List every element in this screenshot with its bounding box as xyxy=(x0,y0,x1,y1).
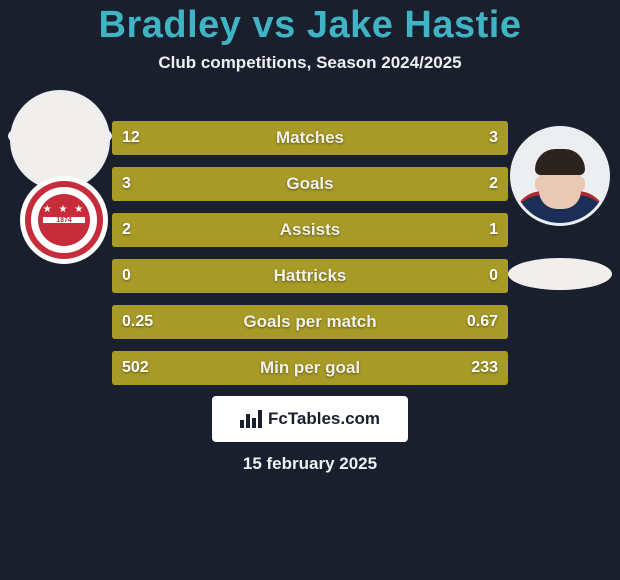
stat-label: Matches xyxy=(112,128,508,148)
avatar-hair xyxy=(535,149,585,175)
stat-label: Min per goal xyxy=(112,358,508,378)
stat-row: 0.25Goals per match0.67 xyxy=(112,305,508,339)
stat-row: 0Hattricks0 xyxy=(112,259,508,293)
stat-value-right: 233 xyxy=(471,359,498,377)
stat-value-right: 0.67 xyxy=(467,313,498,331)
player-left-avatar xyxy=(10,90,110,190)
stat-value-right: 1 xyxy=(489,221,498,239)
brand-icon xyxy=(240,410,262,428)
brand-text: FcTables.com xyxy=(268,409,380,429)
stat-row: 12Matches3 xyxy=(112,121,508,155)
stat-row: 3Goals2 xyxy=(112,167,508,201)
club-badge-left: ★ ★ ★ 1874 xyxy=(20,176,108,264)
stat-label: Goals per match xyxy=(112,312,508,332)
stats-column: 12Matches33Goals22Assists10Hattricks00.2… xyxy=(112,121,508,397)
stat-value-right: 2 xyxy=(489,175,498,193)
stat-label: Assists xyxy=(112,220,508,240)
stat-value-right: 3 xyxy=(489,129,498,147)
player-right-shadow xyxy=(508,258,612,290)
stat-row: 2Assists1 xyxy=(112,213,508,247)
club-badge-ring: ★ ★ ★ 1874 xyxy=(25,181,103,259)
club-badge-inner: ★ ★ ★ 1874 xyxy=(38,194,90,246)
subtitle: Club competitions, Season 2024/2025 xyxy=(0,53,620,73)
stat-value-right: 0 xyxy=(489,267,498,285)
stat-label: Goals xyxy=(112,174,508,194)
club-badge-year: 1874 xyxy=(43,217,85,223)
stat-label: Hattricks xyxy=(112,266,508,286)
date-text: 15 february 2025 xyxy=(0,454,620,474)
club-badge-stars: ★ ★ ★ xyxy=(38,204,90,215)
stat-row: 502Min per goal233 xyxy=(112,351,508,385)
brand-pill: FcTables.com xyxy=(212,396,408,442)
page-title: Bradley vs Jake Hastie xyxy=(0,0,620,47)
player-right-avatar xyxy=(510,126,610,226)
